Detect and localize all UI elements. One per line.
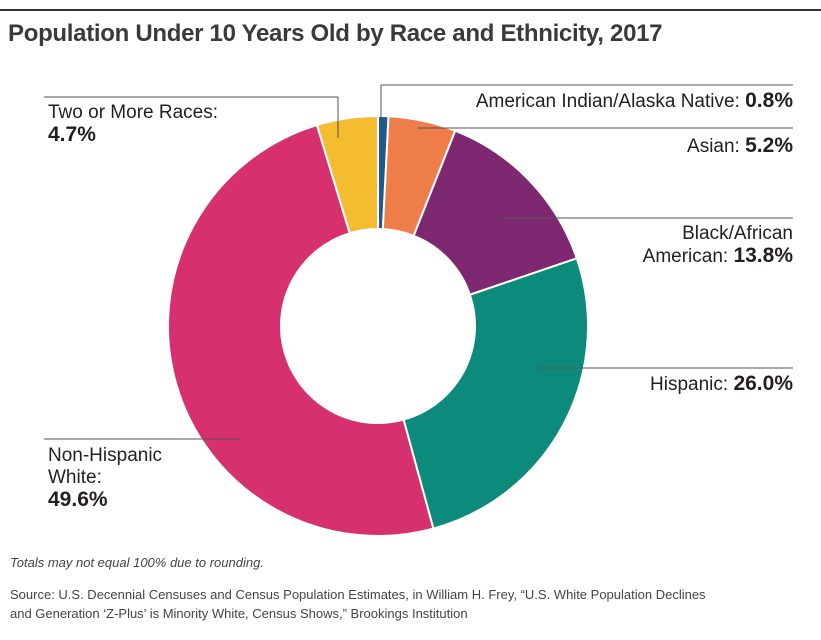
label-asian-name: Asian:: [687, 136, 740, 157]
slice-hispanic: [402, 257, 589, 530]
label-black: Black/African American: 13.8%: [643, 223, 793, 268]
leader-lines: [44, 84, 793, 440]
source-line-2: and Generation ‘Z-Plus’ is Minority Whit…: [10, 606, 468, 621]
label-hispanic-name: Hispanic:: [650, 374, 729, 395]
label-asian: Asian: 5.2%: [687, 135, 793, 158]
label-asian-value: 5.2%: [745, 134, 793, 157]
source-line-1: Source: U.S. Decennial Censuses and Cens…: [10, 587, 706, 602]
label-black-name: American:: [642, 246, 729, 267]
label-black-line1: Black/African: [682, 223, 793, 244]
donut-slices: [167, 114, 589, 537]
label-two-or-more-value: 4.7%: [48, 123, 96, 146]
label-white-value: 49.6%: [48, 488, 108, 511]
slice-white: [167, 123, 435, 537]
label-white: Non-Hispanic White: 49.6%: [48, 445, 162, 511]
label-two-or-more-name: Two or More Races:: [48, 102, 218, 123]
label-american-indian-name: American Indian/Alaska Native:: [475, 91, 740, 112]
label-white-name: White:: [48, 467, 102, 488]
label-american-indian-value: 0.8%: [745, 89, 793, 112]
label-hispanic-value: 26.0%: [733, 372, 793, 395]
chart-title: Population Under 10 Years Old by Race an…: [8, 20, 663, 47]
label-white-line1: Non-Hispanic: [48, 445, 163, 466]
label-black-value: 13.8%: [733, 244, 793, 267]
slice-two-or-more: [315, 114, 379, 235]
label-american-indian: American Indian/Alaska Native: 0.8%: [476, 90, 793, 113]
top-rule: [0, 9, 821, 11]
source-note: Source: U.S. Decennial Censuses and Cens…: [10, 585, 800, 623]
footnote: Totals may not equal 100% due to roundin…: [10, 555, 264, 570]
label-two-or-more: Two or More Races: 4.7%: [48, 102, 218, 146]
slice-black: [412, 129, 579, 297]
label-hispanic: Hispanic: 26.0%: [650, 373, 793, 396]
